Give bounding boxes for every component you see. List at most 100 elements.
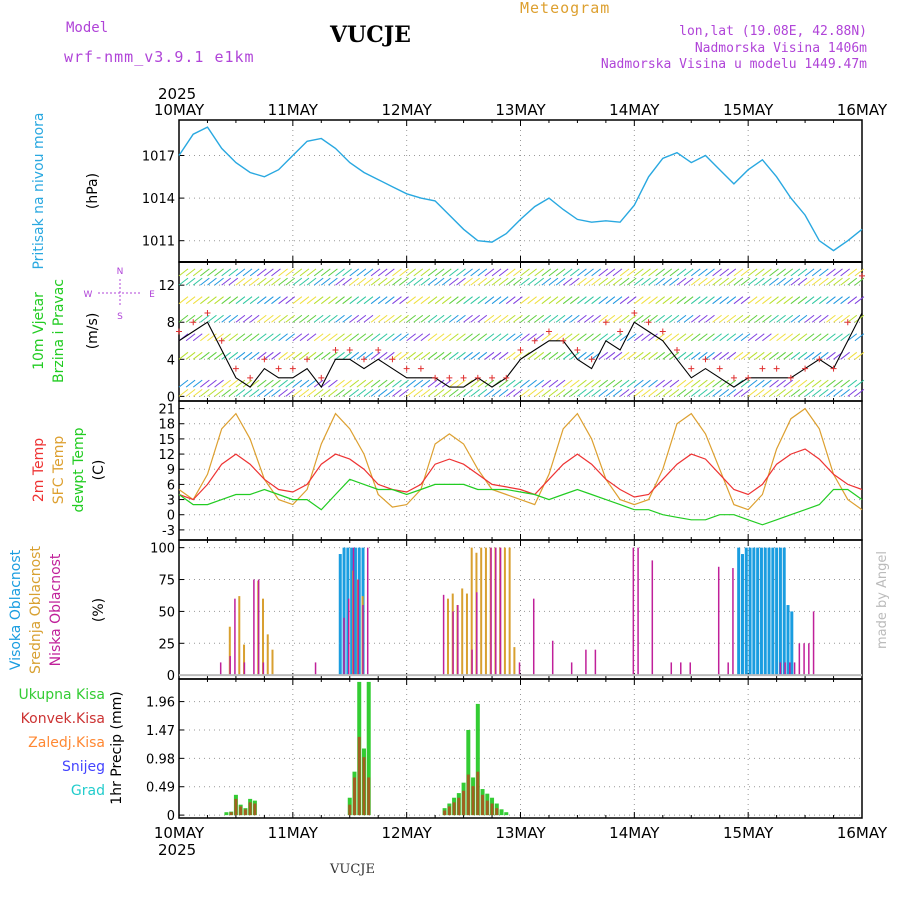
wind-barb	[292, 351, 303, 360]
low-cloud-bar	[257, 579, 260, 676]
wind-barb	[505, 388, 516, 397]
wind-barb	[790, 314, 801, 323]
x-tick-label-top: 13MAY	[495, 101, 546, 119]
wind-barb	[513, 296, 523, 305]
wind-barb	[249, 277, 260, 286]
gust-marker	[702, 356, 709, 363]
high-cloud-bar	[775, 547, 779, 676]
wind-barb	[726, 268, 737, 277]
wind-barb	[754, 333, 765, 342]
wind-barb	[726, 296, 737, 305]
wind-barb	[185, 333, 196, 342]
mid-cloud-label: Srednja Oblacnost	[28, 546, 44, 674]
wind-barb	[228, 351, 239, 360]
wind-barb	[562, 351, 573, 360]
wind-barb	[214, 388, 224, 397]
total-precip-bar	[224, 812, 229, 816]
wind-barb	[527, 314, 537, 323]
wind-barb	[676, 314, 687, 323]
wind-barb	[235, 388, 246, 397]
wind-barb	[434, 388, 445, 397]
wind-barb	[399, 379, 409, 388]
wind-barb	[598, 333, 609, 342]
wind-barb	[256, 333, 267, 342]
wind-barb	[299, 314, 310, 323]
wind-barb	[456, 296, 466, 305]
x-tick-label-top: 15MAY	[723, 101, 774, 119]
wind-barb	[819, 314, 829, 323]
wind-barb	[626, 351, 637, 360]
wind-barb	[847, 268, 858, 277]
low-cloud-bar	[779, 662, 782, 676]
wind-barb	[392, 314, 402, 323]
wind-barb	[833, 268, 843, 277]
wind-barb	[847, 388, 858, 397]
wind-barb	[228, 296, 239, 305]
wind-barb	[306, 351, 317, 360]
gust-marker	[289, 365, 296, 372]
wind-barb	[505, 333, 516, 342]
wind-barb	[235, 268, 246, 277]
wind-barb	[648, 388, 658, 397]
wind-barb	[783, 379, 794, 388]
gust-marker	[275, 365, 282, 372]
wind-barb	[441, 277, 452, 286]
wind-barb	[413, 277, 424, 286]
wind-barb	[235, 277, 246, 286]
wind-barb	[783, 351, 794, 360]
wind-barb	[648, 268, 658, 277]
high-cloud-bar	[767, 547, 771, 676]
wind-barb	[819, 379, 829, 388]
wind-barb	[641, 314, 651, 323]
mid-cloud-bar	[238, 596, 241, 676]
wind-barb	[399, 351, 409, 360]
wind-barb	[392, 388, 402, 397]
wind-barb	[598, 277, 609, 286]
wind-barb	[712, 351, 722, 360]
wind-barb	[569, 268, 580, 277]
wind-barb	[783, 277, 794, 286]
wind-barb	[363, 268, 374, 277]
wind-barb	[534, 351, 545, 360]
wind-barb	[719, 268, 730, 277]
wind-barb	[555, 314, 566, 323]
low-cloud-bar	[476, 592, 478, 676]
wind-barb	[705, 379, 715, 388]
wind-barb	[527, 351, 537, 360]
wind-barb	[200, 388, 210, 397]
wind-barb	[712, 314, 722, 323]
wind-barb	[833, 277, 843, 286]
x-tick-label-bottom: 12MAY	[382, 824, 433, 842]
wind-barb	[221, 277, 231, 286]
wind-barb	[605, 351, 616, 360]
wind-barb	[534, 268, 545, 277]
low-cloud-bar	[803, 643, 805, 676]
wind-barb	[826, 314, 836, 323]
wind-barb	[591, 379, 601, 388]
low-cloud-bar	[812, 611, 815, 676]
wind-barb	[370, 379, 381, 388]
gust-marker	[545, 328, 552, 335]
conv-precip-bar	[234, 798, 238, 816]
gust-marker	[204, 309, 211, 316]
wind-barb	[363, 277, 374, 286]
wind-barb	[370, 277, 381, 286]
gust-marker	[645, 319, 652, 326]
wind-barb	[242, 277, 253, 286]
precip-legend-4: Grad	[71, 783, 105, 799]
wind-barb	[719, 277, 730, 286]
wind-barb	[328, 379, 338, 388]
wind-barb	[626, 296, 637, 305]
pressure-ylabel: Pritisak na nivou mora	[31, 112, 47, 269]
y-tick-label: 50	[158, 605, 175, 620]
wind-barb	[313, 314, 324, 323]
wind-barb	[826, 277, 836, 286]
wind-barb	[242, 296, 253, 305]
wind-barb	[385, 277, 395, 286]
compass-cross	[98, 279, 142, 307]
wind-barb	[754, 388, 765, 397]
wind-barb	[420, 268, 431, 277]
wind-barb	[178, 379, 189, 388]
wind-barb	[363, 296, 374, 305]
wind-barb	[833, 314, 843, 323]
